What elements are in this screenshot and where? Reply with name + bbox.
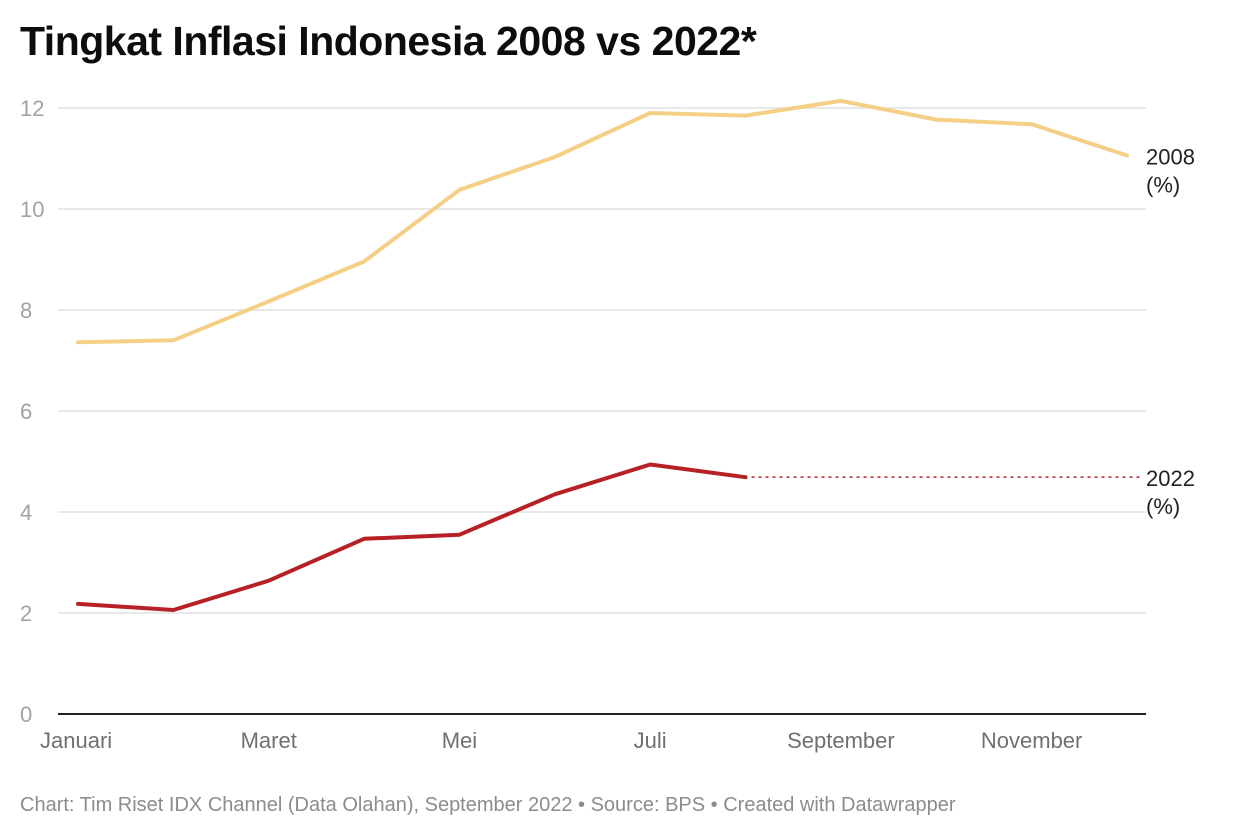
y-tick-label: 6 bbox=[20, 399, 32, 424]
axes: 0 2 4 6 8 10 12 Januari Maret Mei Juli September Nov… bbox=[20, 96, 1146, 753]
gridlines bbox=[58, 107, 1146, 614]
x-tick-label: Juli bbox=[634, 728, 667, 753]
x-tick-label: Mei bbox=[442, 728, 477, 753]
series-line-2008 bbox=[76, 98, 1129, 345]
series-label-unit: (%) bbox=[1146, 172, 1180, 197]
series-labels: 2008 (%) 2022 (%) bbox=[1146, 144, 1195, 519]
x-tick-label: Januari bbox=[40, 728, 112, 753]
series-label-unit: (%) bbox=[1146, 494, 1180, 519]
chart-title: Tingkat Inflasi Indonesia 2008 vs 2022* bbox=[20, 18, 757, 64]
y-tick-label: 8 bbox=[20, 298, 32, 323]
x-tick-label: Maret bbox=[241, 728, 297, 753]
series-label-year: 2008 bbox=[1146, 144, 1195, 169]
series-line-2022 bbox=[76, 462, 748, 612]
chart-svg: 0 2 4 6 8 10 12 Januari Maret Mei Juli September Nov… bbox=[20, 96, 1195, 753]
x-tick-label: September bbox=[787, 728, 895, 753]
y-tick-label: 2 bbox=[20, 601, 32, 626]
series-label-year: 2022 bbox=[1146, 466, 1195, 491]
line-chart: 0 2 4 6 8 10 12 Januari Maret Mei Juli September Nov… bbox=[0, 80, 1240, 770]
y-tick-label: 0 bbox=[20, 702, 32, 727]
chart-credit: Chart: Tim Riset IDX Channel (Data Olaha… bbox=[20, 794, 956, 816]
y-tick-label: 10 bbox=[20, 197, 44, 222]
series-lines bbox=[76, 98, 1140, 612]
y-tick-label: 12 bbox=[20, 96, 44, 121]
x-tick-label: November bbox=[981, 728, 1082, 753]
y-tick-label: 4 bbox=[20, 500, 32, 525]
